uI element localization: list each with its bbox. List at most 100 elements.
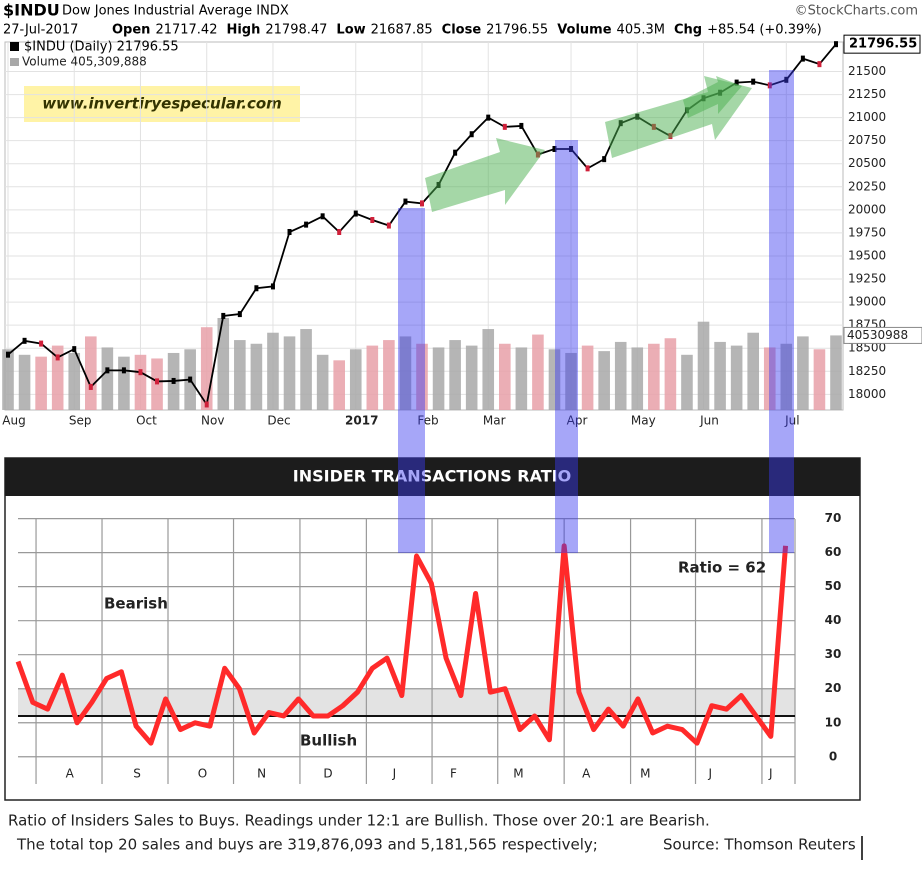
volume-bar [763, 347, 776, 410]
volume-bar [250, 343, 263, 410]
stat-label: Close [442, 23, 482, 38]
y-tick-label: 19250 [848, 272, 886, 286]
legend-volume: Volume 405,309,888 [22, 55, 147, 69]
price-candle [121, 367, 126, 374]
price-candle [403, 198, 408, 205]
volume-bar [366, 345, 379, 410]
volume-bar [101, 347, 114, 410]
legend-price: $INDU (Daily) 21796.55 [24, 40, 179, 55]
volume-bar [664, 338, 677, 410]
volume-bar [830, 335, 842, 410]
x-tick-label: Mar [483, 414, 506, 428]
x-tick-label: Dec [267, 414, 290, 428]
annotation: Bearish [104, 595, 168, 613]
volume-bar [631, 347, 644, 410]
volume-bar [416, 343, 428, 410]
price-candle [386, 222, 391, 229]
title-bar [5, 458, 860, 496]
chart-title: INSIDER TRANSACTIONS RATIO [293, 467, 571, 486]
price-candle [304, 221, 309, 228]
stat-value: 21717.42 [155, 23, 217, 38]
price-candle [188, 376, 193, 383]
price-candle [602, 156, 607, 163]
x-tick-label: Sep [69, 414, 92, 428]
volume-bar [35, 356, 47, 410]
ratio-line [15, 543, 789, 746]
price-candle [39, 340, 44, 347]
x-tick-label: Jun [699, 414, 719, 428]
price-candle [370, 217, 375, 224]
x-tick-label: May [631, 414, 656, 428]
y-tick-label: 21500 [848, 64, 886, 78]
price-candle [734, 79, 739, 86]
volume-bar [813, 349, 826, 410]
source: ©StockCharts.com [795, 4, 918, 19]
y-tick-label: 19000 [848, 295, 886, 309]
price-candle [270, 283, 275, 290]
x-tick-label: 2017 [345, 414, 378, 428]
x-tick-label: Nov [201, 414, 224, 428]
x-tick-label: M [513, 767, 523, 781]
volume-bar [234, 340, 246, 410]
stat-label: Chg [674, 23, 702, 38]
volume-bar [581, 345, 594, 410]
annotation: Bullish [300, 732, 357, 750]
price-candle [453, 149, 458, 156]
x-tick-label: Apr [567, 414, 588, 428]
x-tick-label: Oct [136, 414, 157, 428]
volume-bar [499, 343, 511, 410]
volume-bar [333, 360, 345, 410]
legend-swatch [10, 42, 19, 51]
y-tick-label: 20500 [848, 156, 886, 170]
price-candle [751, 78, 756, 85]
last-volume-box [843, 326, 922, 344]
symbol: $INDU [3, 1, 60, 20]
x-tick-label: D [323, 767, 332, 781]
price-candle [155, 378, 160, 385]
price-candle [353, 210, 358, 217]
volume-bar [482, 329, 495, 410]
volume-bar [2, 349, 14, 410]
volume-bar [681, 354, 693, 410]
x-tick-label: Feb [417, 414, 438, 428]
price-candle [767, 82, 772, 89]
x-tick-label: J [392, 767, 397, 781]
volume-bar [714, 341, 726, 410]
y-tick-label: 30 [825, 647, 842, 661]
y-tick-label: 20000 [848, 202, 886, 216]
volume-bar [283, 336, 296, 410]
price-candle [420, 200, 424, 207]
volume-bar [747, 332, 759, 410]
y-tick-label: 18500 [848, 341, 886, 355]
security-name: Dow Jones Industrial Average INDX [62, 4, 289, 19]
volume-bar [780, 343, 793, 410]
stat-label: High [226, 23, 260, 38]
y-tick-label: 40 [825, 613, 842, 627]
volume-bar [548, 349, 561, 410]
y-tick-label: 0 [829, 749, 837, 763]
volume-bar [68, 352, 81, 410]
price-candle [204, 401, 209, 408]
price-candle [552, 145, 557, 152]
price-candle [469, 131, 474, 138]
price-candle [6, 351, 10, 358]
note: The total top 20 sales and buys are 319,… [16, 836, 598, 854]
volume-bar [598, 351, 610, 410]
x-tick-label: S [133, 767, 141, 781]
volume-bar [200, 327, 213, 410]
price-candle [287, 228, 292, 235]
note: Ratio of Insiders Sales to Buys. Reading… [8, 812, 710, 830]
legend-swatch [10, 58, 19, 66]
last-volume: 40530988 [847, 328, 908, 342]
price-candle [337, 228, 342, 235]
x-tick-label: F [450, 767, 457, 781]
volume-bar [399, 336, 412, 410]
volume-bar [565, 352, 577, 410]
price-candle [138, 369, 143, 376]
stat-value: 405.3M [617, 23, 665, 38]
stat-value: 21796.55 [486, 23, 548, 38]
y-tick-label: 10 [825, 715, 842, 729]
watermark: www.invertiryespecular.com [42, 95, 282, 113]
volume-bar [449, 340, 461, 410]
price-candle [585, 165, 590, 172]
